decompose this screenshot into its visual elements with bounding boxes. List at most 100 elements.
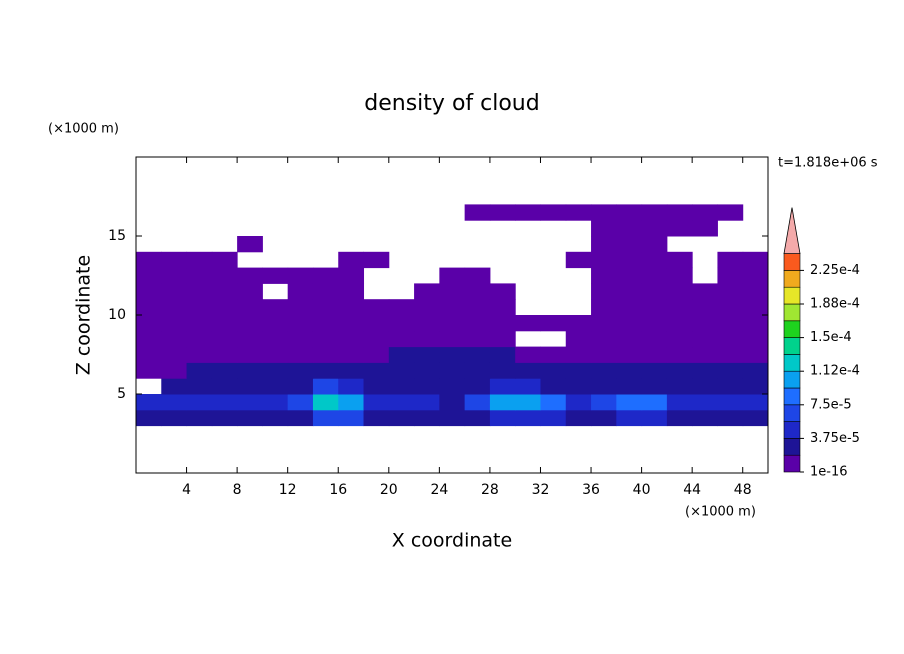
contour-cell bbox=[717, 409, 744, 427]
x-tick-label: 24 bbox=[430, 482, 448, 498]
contour-cell bbox=[489, 362, 516, 379]
colorbar-box bbox=[783, 320, 801, 338]
contour-cell bbox=[414, 409, 440, 427]
contour-cell bbox=[540, 378, 567, 395]
colorbar-box bbox=[783, 253, 801, 271]
contour-cell bbox=[692, 409, 718, 427]
contour-cell bbox=[515, 378, 541, 395]
contour-cell bbox=[591, 330, 617, 348]
contour-cell bbox=[641, 315, 668, 332]
contour-cell bbox=[388, 362, 415, 379]
contour-cell bbox=[414, 330, 440, 348]
contour-cell bbox=[666, 394, 693, 411]
y-tick-label: 15 bbox=[108, 228, 126, 244]
contour-cell bbox=[540, 346, 567, 363]
contour-cell bbox=[565, 409, 592, 427]
contour-cell bbox=[666, 267, 693, 284]
contour-cell bbox=[591, 283, 617, 300]
contour-cell bbox=[641, 394, 668, 411]
contour-cell bbox=[388, 378, 415, 395]
contour-cell bbox=[363, 330, 390, 348]
contour-cell bbox=[591, 267, 617, 284]
x-tick-label: 40 bbox=[633, 482, 651, 498]
contour-cell bbox=[262, 378, 289, 395]
contour-cell bbox=[338, 409, 365, 427]
contour-cell bbox=[439, 346, 466, 363]
contour-cell bbox=[540, 394, 567, 411]
contour-cell bbox=[692, 283, 718, 300]
contour-cell bbox=[186, 362, 213, 379]
contour-cell bbox=[439, 330, 466, 348]
contour-cell bbox=[414, 346, 440, 363]
contour-cell bbox=[439, 394, 466, 411]
contour-cell bbox=[717, 362, 744, 379]
contour-cell bbox=[287, 409, 314, 427]
contour-cell bbox=[666, 220, 693, 237]
x-tick-label: 32 bbox=[532, 482, 550, 498]
contour-cell bbox=[641, 362, 668, 379]
contour-cell bbox=[312, 330, 339, 348]
contour-cell bbox=[692, 315, 718, 332]
contour-cell bbox=[363, 315, 390, 332]
x-axis-label: X coordinate bbox=[392, 530, 512, 552]
contour-cell bbox=[161, 394, 188, 411]
contour-cell bbox=[414, 378, 440, 395]
contour-cell bbox=[312, 267, 339, 284]
contour-cell bbox=[211, 283, 238, 300]
contour-cell bbox=[717, 315, 744, 332]
colorbar-box bbox=[783, 421, 801, 439]
contour-cell bbox=[211, 251, 238, 269]
contour-cell bbox=[388, 409, 415, 427]
contour-cell bbox=[237, 394, 263, 411]
contour-cell bbox=[312, 283, 339, 300]
contour-cell bbox=[262, 315, 289, 332]
contour-cell bbox=[591, 378, 617, 395]
contour-cell bbox=[388, 315, 415, 332]
contour-cell bbox=[388, 330, 415, 348]
contour-cell bbox=[388, 394, 415, 411]
colorbar-box bbox=[783, 286, 801, 305]
contour-cell bbox=[136, 330, 162, 348]
colorbar-box bbox=[783, 303, 801, 322]
contour-cell bbox=[211, 362, 238, 379]
contour-cell bbox=[338, 283, 365, 300]
contour-cell bbox=[414, 362, 440, 379]
contour-cell bbox=[565, 204, 592, 221]
contour-cell bbox=[312, 315, 339, 332]
contour-cell bbox=[287, 330, 314, 348]
contour-cell bbox=[616, 409, 643, 427]
colorbar-tick-label: 1e-16 bbox=[810, 465, 848, 480]
contour-cell bbox=[186, 378, 213, 395]
contour-cell bbox=[641, 299, 668, 316]
colorbar-tick-label: 7.5e-5 bbox=[810, 397, 852, 412]
contour-cell bbox=[616, 362, 643, 379]
colorbar-tick-label: 1.88e-4 bbox=[810, 297, 860, 312]
contour-cell bbox=[717, 346, 744, 363]
contour-cell bbox=[237, 346, 263, 363]
time-annotation: t=1.818e+06 s bbox=[778, 156, 878, 171]
contour-cell bbox=[136, 409, 162, 427]
contour-cell bbox=[641, 267, 668, 284]
contour-cell bbox=[692, 220, 718, 237]
contour-cell bbox=[237, 378, 263, 395]
contour-cell bbox=[262, 362, 289, 379]
contour-cell bbox=[161, 251, 188, 269]
contour-cell bbox=[464, 378, 491, 395]
contour-cell bbox=[287, 346, 314, 363]
colorbar-box bbox=[783, 404, 801, 422]
contour-cell bbox=[211, 378, 238, 395]
contour-cell bbox=[161, 330, 188, 348]
contour-cell bbox=[515, 362, 541, 379]
contour-cell bbox=[414, 315, 440, 332]
contour-cell bbox=[641, 236, 668, 253]
colorbar-box bbox=[783, 387, 801, 406]
contour-cell bbox=[464, 299, 491, 316]
contour-cell bbox=[338, 378, 365, 395]
contour-cell bbox=[287, 394, 314, 411]
contour-cell bbox=[565, 394, 592, 411]
colorbar-extension bbox=[783, 207, 801, 255]
contour-cell bbox=[161, 267, 188, 284]
contour-cell bbox=[666, 346, 693, 363]
contour-cell bbox=[363, 299, 390, 316]
